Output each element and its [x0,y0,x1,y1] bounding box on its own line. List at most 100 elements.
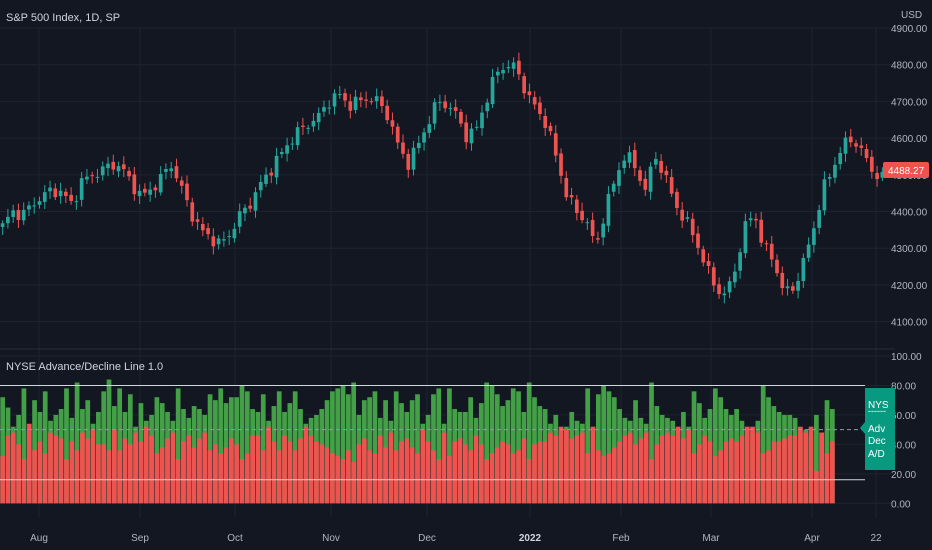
main-title: S&P 500 Index, 1D, SP [6,12,120,24]
decline-bar [351,462,357,504]
last-price-tag[interactable]: 4488.27 [883,162,929,178]
decline-bar [393,450,399,504]
candle-body [359,97,363,101]
candle-body [327,107,332,109]
decline-bar [558,426,564,504]
indicator-legend-box[interactable]: NYS ------ Adv Dec A/D [860,388,895,470]
decline-bar [26,423,32,504]
legend-line-1: NYS [868,400,889,411]
decline-bar [303,426,309,504]
decline-bar [638,438,644,504]
decline-bar [5,435,11,504]
decline-bar [675,426,681,504]
x-tick-label: Sep [131,533,149,544]
candle-body [132,174,137,195]
candle-body [332,93,337,107]
decline-bar [324,447,330,504]
candle-body [74,201,79,203]
candle-body [643,178,648,190]
candle-body [480,112,484,129]
decline-bar [505,444,511,504]
y-tick-label: 4300.00 [891,244,928,255]
candle-body [469,128,474,144]
advance-bar [760,385,766,504]
indicator-title: NYSE Advance/Decline Line 1.0 [6,361,163,373]
candle-body [722,293,727,296]
decline-bar [399,441,404,504]
advance-bar [117,388,123,504]
candle-body [380,96,384,106]
y-tick-label: 4600.00 [891,134,928,145]
candle-body [174,166,179,179]
y-tick-label: 0.00 [891,499,911,510]
decline-bar [48,432,53,504]
advance-bar [292,391,298,504]
decline-bar [500,441,505,504]
candle-body [58,190,63,197]
candle-body [517,60,521,75]
candle-body [527,91,532,96]
legend-line-2: Adv [868,424,885,435]
candle-body [395,126,400,143]
candle-body [279,151,284,155]
last-price-label: 4488.27 [888,166,925,177]
candle-body [801,257,806,282]
decline-bar [606,453,612,504]
y-axis[interactable]: 4100.004200.004300.004400.004500.004600.… [891,24,928,510]
decline-bar [532,444,537,504]
x-axis[interactable]: Aug Sep Oct Nov Dec 2022 Feb Mar Apr 22 [30,533,882,544]
candle-body [127,170,131,177]
decline-bar [64,459,69,504]
decline-bar [681,438,686,504]
advance-bar [244,391,250,504]
decline-bar [377,435,383,504]
candle-body [348,101,353,111]
decline-bar [792,435,798,504]
decline-bar [473,435,479,504]
decline-bar [69,441,75,504]
candle-body [390,120,395,127]
candle-body [748,218,753,221]
x-tick-label: Nov [322,533,340,544]
decline-bar [420,429,426,504]
advance-bar [601,385,607,504]
candle-body [169,168,174,172]
decline-bar [760,453,766,504]
candle-body [495,71,500,76]
decline-bar [617,441,622,504]
candle-body [79,178,84,200]
decline-bar [457,438,463,504]
advance-bar [766,397,771,504]
candle-body [738,252,742,271]
decline-bar [521,438,527,504]
decline-bar [404,438,410,504]
decline-bar [766,450,771,504]
decline-bar [755,432,761,504]
decline-bar [80,432,85,504]
legend-divider: ------ [868,406,886,416]
candle-body [822,179,827,211]
decline-bar [814,470,819,504]
candle-body [258,181,263,191]
candle-body [164,169,168,172]
decline-bar [494,447,500,504]
candle-body [506,67,511,69]
decline-bar [489,453,495,504]
candle-body [195,219,200,222]
decline-bar [298,438,303,504]
y-tick-label: 20.00 [891,470,916,481]
candle-body [685,217,690,219]
candle-body [559,153,563,176]
candle-body [838,152,843,165]
candle-body [295,127,300,146]
decline-bar [372,453,378,504]
decline-bar [207,450,213,504]
decline-bar [292,450,298,504]
advance-bar [691,391,697,504]
advance-bar [340,385,346,504]
candle-body [827,176,832,179]
candle-body [374,96,379,102]
advance-bar [489,385,495,504]
